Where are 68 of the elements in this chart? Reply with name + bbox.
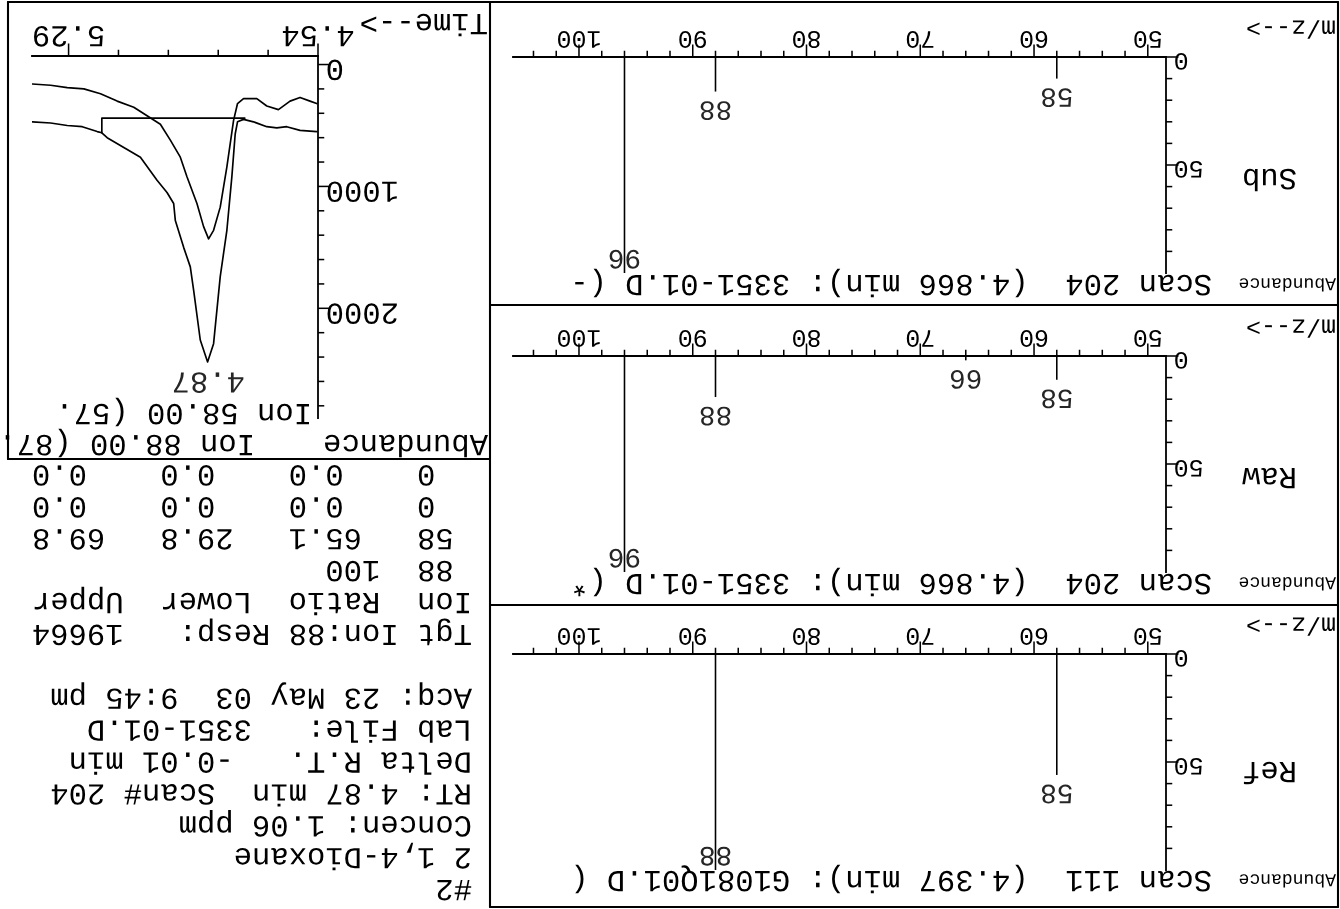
y-axis-title: Abundance [324,434,488,458]
x-tick-label: 90 [679,628,707,645]
y-tick-label: 2000 [327,303,397,325]
y-tick-label: 0 [1175,649,1188,667]
annotation: 96 [609,548,640,568]
x-tick-label: 90 [679,330,707,347]
annotation: 96 [609,249,640,269]
y-tick-label: 0 [1175,52,1188,70]
x-axis-title: Time--> [361,13,487,37]
text: 58 65.1 29.8 69.8 [33,528,452,550]
x-axis-title: m/z--> [1247,319,1335,338]
text: Delta R.T. -0.01 min [71,752,470,775]
text: Concen: 1.06 ppm [180,809,471,837]
annotation: Ion 58.00 (57. [62,397,309,427]
annotation: 88 [700,406,731,426]
x-tick-label: 100 [558,31,600,48]
text: Raw [1242,467,1295,489]
x-tick-label: 60 [1020,330,1048,347]
annotation: 88 [700,846,731,866]
text: Ion Ratio Lower Upper [34,586,469,616]
y-axis-title: Abundance [1239,874,1336,888]
x-tick-label: 60 [1020,31,1048,48]
x-tick-label: 80 [793,628,820,645]
text: Scan 204 (4.866 min): 3351-01.D (* [573,567,1211,597]
x-tick-label: 70 [906,330,934,347]
y-tick-label: 50 [1175,757,1203,775]
text: Ref [1243,761,1295,785]
annotation: 88 [700,101,731,121]
x-tick-label: 60 [1020,628,1048,645]
x-tick-label: 50 [1134,31,1162,48]
text: 0 0.0 0.0 0.0 [33,497,434,518]
text: Lab File: 3351-01.D [88,720,469,743]
text: 2 1,4-Dioxane [235,842,470,871]
x-tick-label: 80 [793,31,820,48]
x-tick-label: 100 [558,628,600,645]
x-tick-label: 70 [906,628,934,645]
y-tick-label: 50 [1175,459,1203,477]
x-tick-label: 5.29 [34,25,104,47]
text: Ion 88.00 (87. [5,428,252,458]
x-axis-title: m/z--> [1247,20,1335,39]
text: Acq: 23 May 03 9:45 pm [51,682,472,710]
text: #2 [437,880,472,901]
x-tick-label: 100 [558,330,600,347]
x-tick-label: 50 [1134,330,1162,347]
text: Sub [1244,168,1296,192]
y-tick-label: 50 [1175,160,1203,178]
y-axis-title: Abundance [1239,577,1336,591]
annotation: 58 [1041,88,1072,108]
annotation: 58 [1041,784,1072,804]
text: Scan 111 (4.397 min): G1081Q01.D ( [575,864,1211,894]
text: 0 0.0 0.0 0.0 [33,465,434,486]
text: Tgt Ion:88 Resp: 19664 [33,618,471,646]
text: Scan 204 (4.866 min): 3351-01.D (- [575,268,1211,298]
annotation: 66 [950,369,981,389]
x-tick-label: 90 [679,31,707,48]
text: 88 100 [327,560,452,582]
x-axis-title: m/z--> [1247,617,1335,636]
x-tick-label: 80 [793,330,820,347]
y-tick-label: 0 [1175,351,1188,369]
y-tick-label: 0 [327,59,343,81]
x-tick-label: 70 [906,31,934,48]
annotation: 4.87 [173,372,244,393]
annotation: 58 [1041,389,1072,409]
y-axis-title: Abundance [1239,278,1336,292]
x-tick-label: 50 [1134,628,1162,645]
text: RT: 4.87 min Scan# 204 [51,784,470,807]
y-tick-label: 1000 [327,181,397,203]
x-tick-label: 4.54 [282,25,354,47]
